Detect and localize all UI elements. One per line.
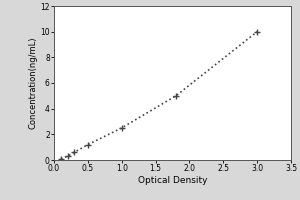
Y-axis label: Concentration(ng/mL): Concentration(ng/mL) [28,37,38,129]
X-axis label: Optical Density: Optical Density [138,176,207,185]
